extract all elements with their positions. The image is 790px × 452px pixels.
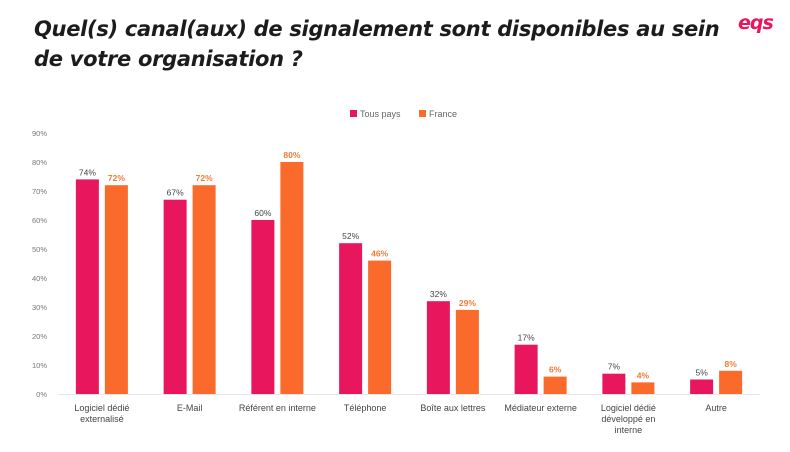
category-label: Référent en interne <box>239 403 316 413</box>
data-label: 52% <box>342 231 359 241</box>
bar <box>719 370 743 394</box>
data-label: 74% <box>79 167 96 177</box>
y-tick-label: 50% <box>32 245 47 254</box>
y-tick-label: 0% <box>36 390 47 399</box>
data-label: 60% <box>254 208 271 218</box>
bar <box>280 162 304 394</box>
data-label: 32% <box>430 289 447 299</box>
data-label: 7% <box>608 362 621 372</box>
data-label: 80% <box>283 150 300 160</box>
data-label: 8% <box>724 359 737 369</box>
chart-title: Quel(s) canal(aux) de signalement sont d… <box>34 17 720 71</box>
y-tick-label: 30% <box>32 303 47 312</box>
y-tick-label: 70% <box>32 187 47 196</box>
data-label: 46% <box>371 249 388 259</box>
category-label: Logiciel dédié externalisé <box>74 403 129 424</box>
bar <box>75 179 99 394</box>
data-label: 72% <box>196 173 213 183</box>
legend-label: Tous pays <box>360 109 401 119</box>
y-tick-label: 60% <box>32 216 47 225</box>
data-label: 72% <box>108 173 125 183</box>
x-axis: Logiciel dédié externalisé E-Mail Référent … <box>74 403 727 435</box>
bar <box>514 344 538 394</box>
data-label: 5% <box>695 368 708 378</box>
data-label: 67% <box>167 188 184 198</box>
bar <box>602 373 626 394</box>
y-tick-label: 80% <box>32 158 47 167</box>
category-label: E-Mail <box>177 403 203 413</box>
category-label: Boîte aux lettres <box>420 403 486 413</box>
y-tick-label: 10% <box>32 361 47 370</box>
eqs-logo: eqs <box>738 12 774 34</box>
bars: 74% 72% 67% 72% 60% 80% 52% 46% 32% 29% 17% 6% 7% 4% 5… <box>75 150 743 394</box>
y-tick-label: 20% <box>32 332 47 341</box>
data-label: 17% <box>518 333 535 343</box>
bar <box>631 382 655 394</box>
bar <box>339 243 363 394</box>
category-label: Téléphone <box>344 403 387 413</box>
data-label: 29% <box>459 298 476 308</box>
bar <box>163 199 187 394</box>
bar <box>104 185 128 394</box>
bar <box>543 376 567 394</box>
legend-swatch <box>350 110 357 117</box>
data-label: 4% <box>637 370 650 380</box>
bar <box>192 185 216 394</box>
category-label: Logiciel dédié développé en interne <box>601 403 656 435</box>
y-axis: 0% 10% 20% 30% 40% 50% 60% 70% 80% 90% <box>32 129 760 399</box>
legend-swatch <box>419 110 426 117</box>
legend: Tous pays France <box>350 109 457 119</box>
y-tick-label: 40% <box>32 274 47 283</box>
bar <box>426 301 450 394</box>
category-label: Autre <box>705 403 727 413</box>
bar <box>251 220 275 394</box>
y-tick-label: 90% <box>32 129 47 138</box>
data-label: 6% <box>549 365 562 375</box>
bar <box>368 260 392 394</box>
bar <box>690 379 714 394</box>
bar <box>455 309 479 394</box>
category-label: Médiateur externe <box>504 403 577 413</box>
legend-label: France <box>429 109 457 119</box>
